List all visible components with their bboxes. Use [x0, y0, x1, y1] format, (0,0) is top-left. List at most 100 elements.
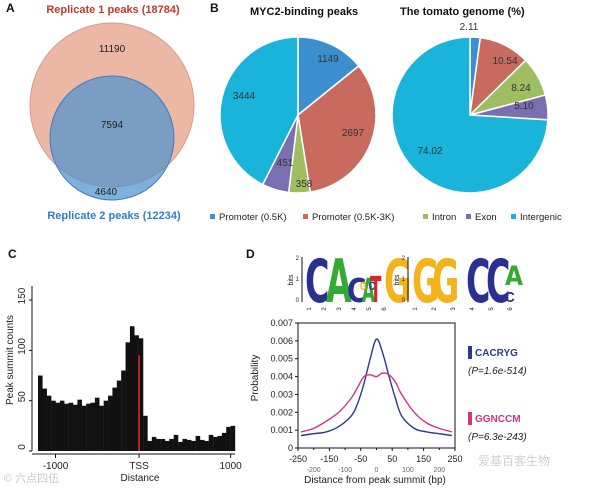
logo2-bits-tick: 0	[402, 298, 406, 304]
motif-legend-pvalue: (P=1.6e-514)	[468, 366, 527, 377]
lineplot-xtick-minor-label: 0	[375, 467, 379, 474]
histogram-bar	[134, 335, 139, 451]
histogram-bar	[103, 400, 109, 451]
histogram-bar	[81, 405, 87, 451]
lineplot-xtick-minor-label: 200	[433, 467, 445, 474]
histogram-xtick-label: -1000	[43, 461, 69, 472]
watermark-right: 爱基百客生物	[478, 454, 551, 468]
venn-overlap: 7594	[101, 120, 124, 131]
lineplot-ylabel: Probability	[250, 355, 261, 402]
histogram-ytick-label: 100	[17, 338, 28, 355]
lineplot-xtick-label: 50	[387, 454, 397, 464]
legend-swatch	[423, 214, 428, 219]
logo1-bits-tick: 2	[296, 256, 300, 262]
venn-circle-replicate-2	[49, 75, 175, 201]
histogram-bar	[121, 370, 126, 451]
motif-legend-swatch	[468, 346, 472, 359]
pie-legend: Promoter (0.5K) Promoter (0.5K-3K) Intron E…	[210, 212, 562, 223]
logo1-letter-g-small: G	[360, 281, 367, 294]
panel-b-letter: B	[210, 1, 219, 15]
legend-swatch	[466, 214, 471, 219]
line-series-ggnccm	[300, 372, 453, 433]
lineplot-xlabel: Distance from peak summit (bp)	[304, 475, 446, 486]
lineplot-xtick-label: -150	[320, 454, 338, 464]
motif-legend: CACRYG (P=1.6e-514) GGNCCM (P=6.3e-243)	[468, 346, 527, 443]
logo1-letter-a: A	[362, 273, 375, 311]
legend-label: Promoter (0.5K-3K)	[312, 212, 394, 223]
logo2-position-tick: 4	[470, 307, 476, 311]
lineplot-xtick-label: -250	[289, 454, 307, 464]
histogram-bar	[151, 436, 157, 451]
logo2-position-tick: 2	[432, 307, 438, 311]
pie2-label: 2.11	[460, 22, 479, 33]
histogram-bar	[164, 440, 170, 451]
line-series-cacryg	[301, 338, 452, 437]
legend-label: Intron	[432, 212, 456, 223]
logo2-letter-g: G	[432, 248, 459, 317]
histogram-bar	[112, 387, 117, 451]
histogram-bar	[77, 399, 82, 451]
pie1-slice-promoter-0-5k-3k	[297, 64, 377, 193]
logo2-position-tick: 5	[489, 307, 495, 311]
histogram-bar	[64, 403, 69, 451]
logo2-bits-tick: 1	[402, 277, 406, 283]
histogram-bar	[199, 439, 205, 451]
histogram-bar	[99, 405, 104, 451]
legend-label: Promoter (0.5K)	[219, 212, 287, 223]
pie1-title: MYC2-binding peaks	[250, 6, 358, 18]
logo1-letter-c-small: C	[369, 281, 375, 294]
histogram-bar	[213, 436, 218, 451]
histogram-bar	[38, 375, 43, 451]
logo2-letter-c: C	[466, 248, 490, 317]
logo1-position-tick: 3	[337, 307, 343, 311]
lineplot-ytick-label: 0.003	[270, 389, 293, 399]
lineplot-xtick-label: 250	[447, 454, 462, 464]
legend-swatch	[210, 214, 215, 219]
venn-set1-title: Replicate 1 peaks (18784)	[46, 4, 180, 16]
histogram-bar	[68, 402, 74, 451]
pie2-label: 74.02	[417, 146, 442, 157]
histogram-xtick-label: TSS	[129, 461, 149, 472]
histogram-bar	[191, 440, 196, 451]
lineplot-ytick-label: 0.007	[270, 318, 293, 328]
line-plot-probability: 0 0.001 0.002 0.003 0.004 0.005 0.006 0.007 -250…	[270, 318, 462, 474]
logo1-letter-t: T	[370, 269, 381, 311]
logo1-bits-tick: 0	[296, 298, 300, 304]
venn-only-replicate-1: 11190	[99, 44, 126, 55]
histogram-bar	[51, 400, 56, 451]
pie1-slice-promoter-0-5k	[297, 36, 360, 117]
histogram-bar	[55, 402, 61, 451]
histogram-bar	[169, 438, 174, 451]
lineplot-xtick-minor-label: 100	[402, 467, 414, 474]
histogram-bar	[186, 439, 192, 451]
logo1-position-tick: 5	[367, 307, 373, 311]
histogram-xtick-label: 1000	[219, 461, 242, 472]
watermark-left: © 六点四伍	[4, 473, 60, 485]
histogram-bar	[73, 404, 78, 451]
legend-label: Exon	[475, 212, 497, 223]
logo1-letter-c: C	[305, 248, 329, 317]
panel-d-letter: D	[246, 247, 255, 261]
lineplot-ytick-label: 0.006	[270, 336, 293, 346]
logo2-position-tick: 6	[508, 307, 514, 311]
pie1-label: 451	[277, 158, 294, 169]
histogram-bar	[59, 400, 65, 451]
histogram-bar	[90, 402, 96, 451]
venn-set2-title: Replicate 2 peaks (12234)	[47, 210, 181, 222]
logo1-position-tick: 2	[322, 307, 328, 311]
lineplot-ytick-label: 0.001	[270, 425, 293, 435]
panel-a-letter: A	[6, 1, 15, 15]
histogram-bar	[195, 435, 201, 451]
pie1-label: 358	[296, 179, 313, 190]
histogram-bar	[94, 397, 100, 451]
histogram-bar	[46, 395, 52, 451]
histogram-bar	[230, 425, 236, 451]
histogram-ytick-label: 50	[17, 391, 28, 403]
pie1-label: 2697	[342, 128, 365, 139]
histogram-bar	[116, 380, 122, 451]
lineplot-xtick-minor-label: -100	[338, 467, 352, 474]
lineplot-ytick-label: 0.002	[270, 407, 293, 417]
